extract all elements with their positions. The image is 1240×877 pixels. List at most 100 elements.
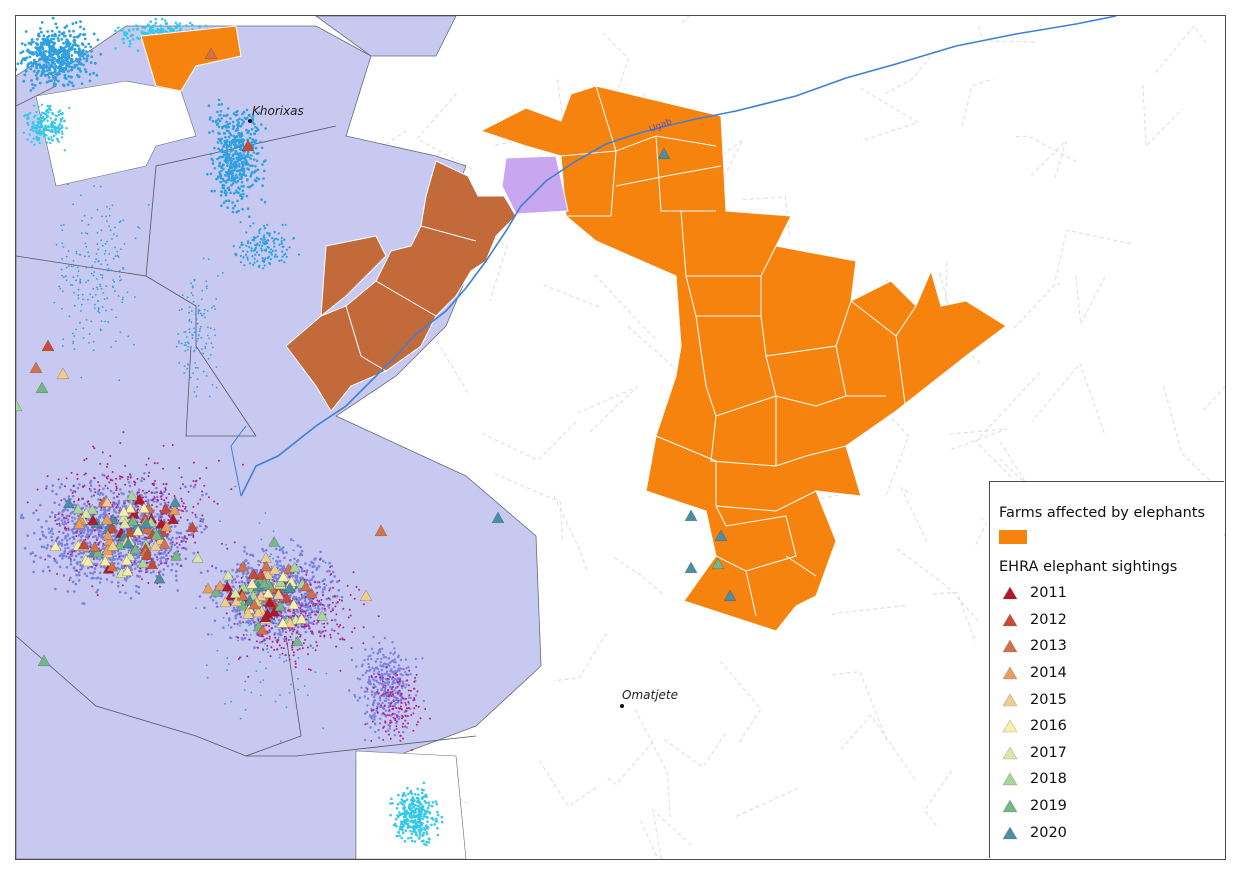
gps-point: [140, 513, 144, 516]
gps-point: [226, 657, 229, 660]
gps-point: [246, 256, 249, 259]
gps-point: [236, 563, 239, 566]
gps-point: [76, 562, 79, 566]
gps-point: [409, 820, 412, 823]
gps-point: [64, 45, 68, 49]
brown-farms[interactable]: [285, 160, 517, 412]
gps-point: [29, 51, 33, 54]
gps-point: [251, 183, 254, 187]
gps-point: [75, 252, 78, 255]
map-canvas[interactable]: [16, 16, 1225, 859]
gps-point: [199, 327, 202, 330]
gps-point: [242, 256, 245, 259]
gps-point: [416, 825, 420, 828]
gps-point: [156, 556, 158, 559]
gps-point: [415, 665, 418, 669]
gps-point: [80, 376, 83, 379]
gps-point: [262, 549, 265, 553]
gps-point: [45, 134, 48, 137]
gps-point: [102, 487, 105, 491]
gps-point: [178, 22, 181, 26]
gps-point: [230, 700, 233, 703]
gps-point: [41, 569, 45, 573]
gps-point: [280, 239, 283, 242]
gps-point: [377, 736, 381, 739]
gps-point: [410, 816, 413, 820]
lilac-parcel[interactable]: [501, 155, 569, 215]
gps-point: [227, 617, 231, 620]
farm-boundary: [1013, 135, 1077, 163]
gps-point: [122, 492, 125, 496]
gps-point: [141, 489, 144, 492]
gps-point: [58, 503, 61, 507]
gps-point: [65, 24, 69, 28]
gps-point: [174, 26, 178, 29]
map-frame[interactable]: Khorixas Omatjete Ugab: [15, 15, 1226, 860]
gps-point: [416, 813, 419, 817]
gps-point: [250, 127, 254, 131]
gps-point: [248, 624, 251, 626]
gps-point: [73, 335, 76, 337]
gps-point: [244, 253, 248, 256]
gps-point: [23, 546, 27, 550]
gps-point: [236, 612, 239, 616]
gps-point: [237, 138, 240, 142]
gps-point: [26, 65, 30, 69]
gps-point: [435, 817, 438, 821]
gps-point: [340, 595, 344, 599]
gps-point: [48, 107, 52, 110]
gps-point: [229, 191, 232, 194]
gps-point: [393, 696, 396, 699]
gps-point: [81, 51, 85, 55]
gps-point: [268, 233, 271, 236]
gps-point: [236, 199, 239, 203]
gps-point: [267, 256, 270, 259]
gps-point: [232, 125, 236, 128]
gps-point: [273, 245, 276, 248]
gps-point: [368, 679, 371, 682]
gps-point: [69, 488, 73, 492]
gps-point: [258, 253, 261, 257]
gps-point: [229, 117, 232, 120]
gps-point: [328, 569, 331, 573]
gps-point: [53, 301, 56, 304]
gps-point: [298, 565, 301, 568]
gps-point: [106, 463, 109, 465]
gps-point: [372, 695, 376, 699]
gps-point: [61, 132, 64, 136]
farm-boundary: [734, 787, 798, 818]
gps-point: [263, 238, 266, 241]
gps-point: [424, 793, 428, 797]
gps-point: [54, 83, 57, 86]
gps-point: [222, 626, 225, 630]
gps-point: [91, 296, 94, 299]
farm-boundary: [553, 495, 588, 570]
gps-point: [199, 312, 202, 315]
gps-point: [27, 62, 30, 66]
gps-point: [231, 120, 235, 124]
gps-point: [325, 672, 328, 675]
gps-point: [111, 204, 114, 207]
gps-point: [363, 738, 367, 742]
gps-point: [184, 507, 187, 510]
gps-point: [190, 292, 193, 294]
gps-point: [171, 541, 174, 544]
gps-point: [279, 740, 282, 743]
gps-point: [81, 530, 84, 533]
gps-point: [393, 689, 396, 692]
gps-point: [91, 265, 94, 267]
gps-point: [103, 474, 106, 477]
gps-point: [178, 553, 182, 556]
gps-point: [222, 617, 225, 619]
gps-point: [238, 187, 241, 191]
gps-point: [94, 294, 97, 296]
gps-point: [51, 113, 55, 116]
gps-point: [32, 104, 36, 108]
river-tributary: [230, 425, 247, 497]
gps-point: [237, 121, 240, 124]
gps-point: [65, 566, 69, 569]
gps-point: [65, 59, 69, 63]
gps-point: [106, 206, 108, 208]
gps-point: [100, 229, 103, 232]
affected-farms[interactable]: [479, 85, 1007, 632]
